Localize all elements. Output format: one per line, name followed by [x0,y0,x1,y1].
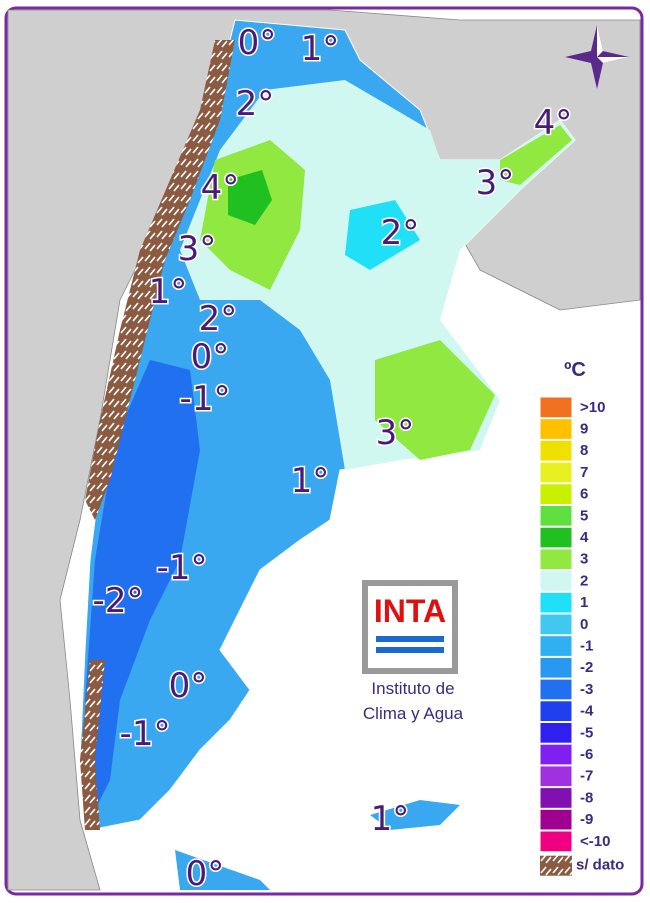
legend-swatch [539,700,573,722]
legend-swatch [539,439,573,462]
legend-swatch [539,505,573,527]
legend-swatch [539,613,573,636]
logo-box [362,580,458,674]
legend-label: -4 [580,703,594,720]
legend-swatch [539,765,573,788]
legend-swatch [539,808,573,831]
legend: >10 9 8 7 6 5 4 3 2 1 0 -1 -2 -3 -4 -5 -6 -7 -8 -9 <-10 s/ da… [539,396,624,876]
legend-swatch-no-data [540,855,572,876]
isotherm-label: -1° [157,548,208,588]
legend-label: 2 [580,572,588,589]
legend-swatch [539,483,573,505]
legend-label: -1 [580,638,593,655]
isotherm-label: 0° [169,666,208,706]
isotherm-label: 0° [186,854,225,894]
isotherm-label: 1° [291,461,330,501]
legend-label: -9 [580,811,593,828]
isotherm-label: -1° [180,379,231,419]
legend-label: -5 [580,724,593,741]
legend-label: 3 [580,551,588,568]
legend-label: s/ dato [576,857,624,874]
legend-label: 6 [580,486,588,503]
no-data-strip [85,40,235,520]
legend-swatch [539,526,573,549]
isotherm-label: 0° [238,23,277,63]
isotherm-label: -2° [93,581,144,621]
legend-swatch [539,418,573,440]
legend-swatch [539,743,573,766]
isotherm-label: 1° [371,799,410,839]
isotherm-label: 2° [381,213,420,253]
zone-minus-3 [85,360,200,820]
legend-label: >10 [580,399,605,416]
isotherm-label: -1° [120,714,171,754]
legend-swatch [539,396,573,419]
isotherm-label: 3° [476,163,515,203]
isotherm-label: 2° [199,299,238,339]
isotherm-label: 3° [376,413,415,453]
legend-swatch [539,722,573,744]
legend-label: 9 [580,421,588,438]
legend-swatch [539,570,573,592]
legend-label: -6 [580,746,593,763]
legend-label: -8 [580,789,593,806]
legend-label: 4 [580,529,589,546]
no-data-strip-south [80,660,105,830]
logo-caption: Instituto de [371,679,454,698]
legend-label: -3 [580,681,593,698]
legend-label: -7 [580,768,593,785]
legend-label: 5 [580,507,588,524]
legend-swatch [539,656,573,679]
tierra-del-fuego [175,850,270,890]
legend-unit: ºC [564,359,586,381]
zone-4 [228,170,272,225]
isotherm-label: 1° [301,29,340,69]
logo-name: INTA [374,593,446,629]
legend-swatch [539,787,573,809]
zone-1-lake [345,200,420,270]
isotherm-label: 2° [236,84,275,124]
logo-stripe [376,636,444,642]
legend-swatch [539,461,573,484]
legend-label: 1 [580,594,588,611]
legend-swatch [539,635,573,657]
legend-swatch [539,591,573,614]
isotherm-label: 0° [191,337,230,377]
zone-3b [375,340,495,460]
legend-label: <-10 [580,833,610,850]
isotherm-label: 4° [534,103,573,143]
legend-label: 8 [580,442,588,459]
legend-swatch [539,548,573,571]
logo-stripe [376,647,444,653]
legend-swatch [539,830,573,853]
zone-3c [500,125,572,185]
legend-swatch [539,678,573,701]
logo-caption: Clima y Agua [363,704,464,723]
isotherm-labels: 0° 1°2° 4°3°4°2°3°1°2°0°-1°3°1°-1°-2°0°-1°… [91,22,574,896]
isotherm-label: 4° [201,168,240,208]
malvinas [370,800,460,830]
legend-label: 0 [580,616,588,633]
legend-label: -2 [580,659,593,676]
isotherm-label: 1° [149,272,188,312]
isotherm-label: 3° [178,229,217,269]
legend-label: 7 [580,464,588,481]
compass-rose [565,25,629,89]
